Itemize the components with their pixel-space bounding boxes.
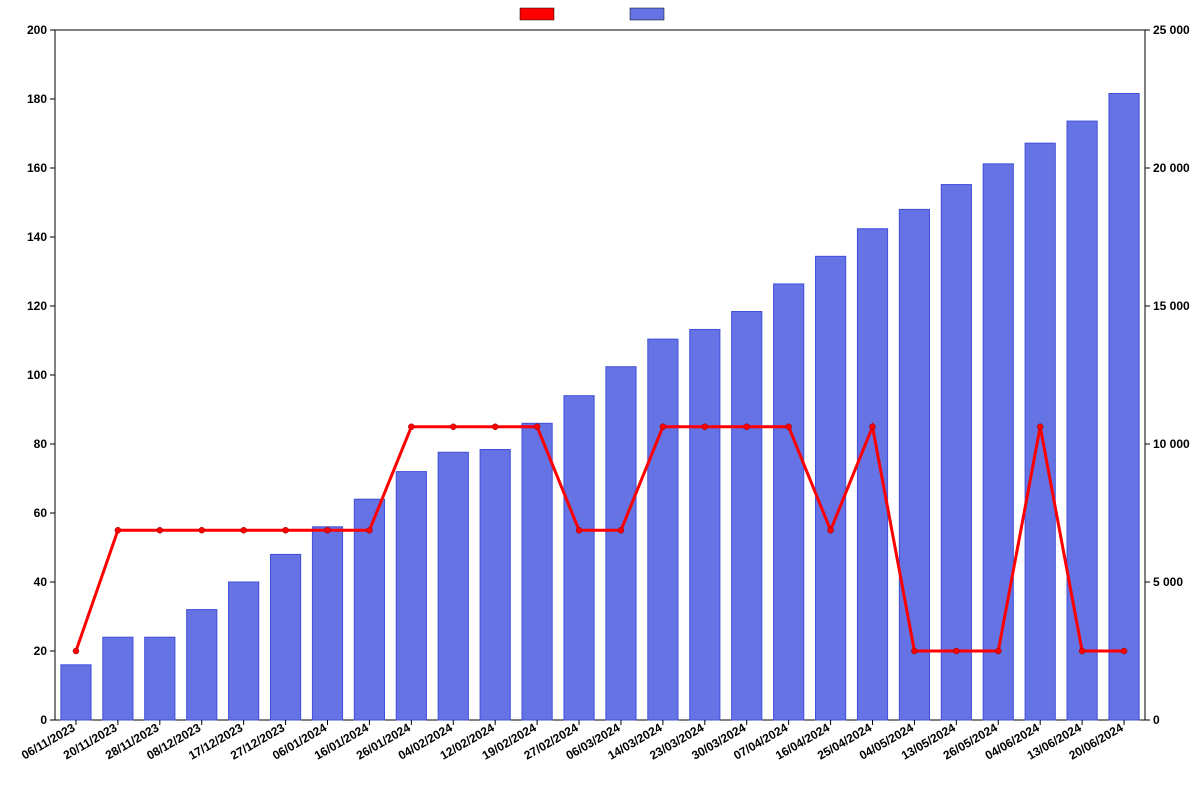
- yleft-label: 100: [27, 368, 47, 382]
- bar: [229, 582, 259, 720]
- bar: [1067, 121, 1097, 720]
- line-marker: [241, 527, 247, 533]
- line-marker: [1079, 648, 1085, 654]
- bar: [606, 367, 636, 720]
- bar: [312, 527, 342, 720]
- bar: [564, 396, 594, 720]
- line-marker: [115, 527, 121, 533]
- line-marker: [1121, 648, 1127, 654]
- chart-svg: 0 20 40 60 80 100 120 140 160 180 200 0 5 000 10 000 1…: [0, 0, 1200, 800]
- line-marker: [870, 424, 876, 430]
- yleft-label: 160: [27, 161, 47, 175]
- yright-label: 5 000: [1153, 575, 1183, 589]
- line-marker: [534, 424, 540, 430]
- yright-label: 0: [1153, 713, 1160, 727]
- line-marker: [199, 527, 205, 533]
- bar: [774, 284, 804, 720]
- line-marker: [325, 527, 331, 533]
- yright-label: 15 000: [1153, 299, 1190, 313]
- line-marker: [492, 424, 498, 430]
- line-marker: [702, 424, 708, 430]
- bar: [522, 423, 552, 720]
- line-marker: [911, 648, 917, 654]
- line-marker: [995, 648, 1001, 654]
- line-marker: [618, 527, 624, 533]
- line-marker: [744, 424, 750, 430]
- line-marker: [157, 527, 163, 533]
- line-marker: [953, 648, 959, 654]
- yleft-label: 80: [34, 437, 48, 451]
- yright-label: 25 000: [1153, 23, 1190, 37]
- yleft-label: 40: [34, 575, 48, 589]
- line-marker: [786, 424, 792, 430]
- legend-swatch: [630, 8, 664, 20]
- line-marker: [576, 527, 582, 533]
- line-marker: [408, 424, 414, 430]
- yright-label: 20 000: [1153, 161, 1190, 175]
- bar: [983, 164, 1013, 720]
- yleft-label: 140: [27, 230, 47, 244]
- line-marker: [450, 424, 456, 430]
- line-marker: [828, 527, 834, 533]
- legend-swatch: [520, 8, 554, 20]
- bar: [103, 637, 133, 720]
- bar: [145, 637, 175, 720]
- bar: [270, 554, 300, 720]
- yleft-label: 180: [27, 92, 47, 106]
- bar: [480, 450, 510, 720]
- yleft-label: 20: [34, 644, 48, 658]
- bar: [857, 229, 887, 720]
- line-marker: [283, 527, 289, 533]
- line-marker: [1037, 424, 1043, 430]
- bar: [732, 312, 762, 720]
- line-marker: [366, 527, 372, 533]
- yleft-label: 200: [27, 23, 47, 37]
- yleft-label: 0: [40, 713, 47, 727]
- bar: [396, 472, 426, 720]
- chart-container: 0 20 40 60 80 100 120 140 160 180 200 0 5 000 10 000 1…: [0, 0, 1200, 800]
- plot-border: [55, 30, 1145, 720]
- yleft-label: 120: [27, 299, 47, 313]
- yright-label: 10 000: [1153, 437, 1190, 451]
- yleft-label: 60: [34, 506, 48, 520]
- bar: [1109, 93, 1139, 720]
- bar: [187, 610, 217, 720]
- bar: [690, 329, 720, 720]
- bar: [815, 256, 845, 720]
- bar: [438, 452, 468, 720]
- line-marker: [660, 424, 666, 430]
- bar: [61, 665, 91, 720]
- line-marker: [73, 648, 79, 654]
- bar: [648, 339, 678, 720]
- bar: [941, 185, 971, 720]
